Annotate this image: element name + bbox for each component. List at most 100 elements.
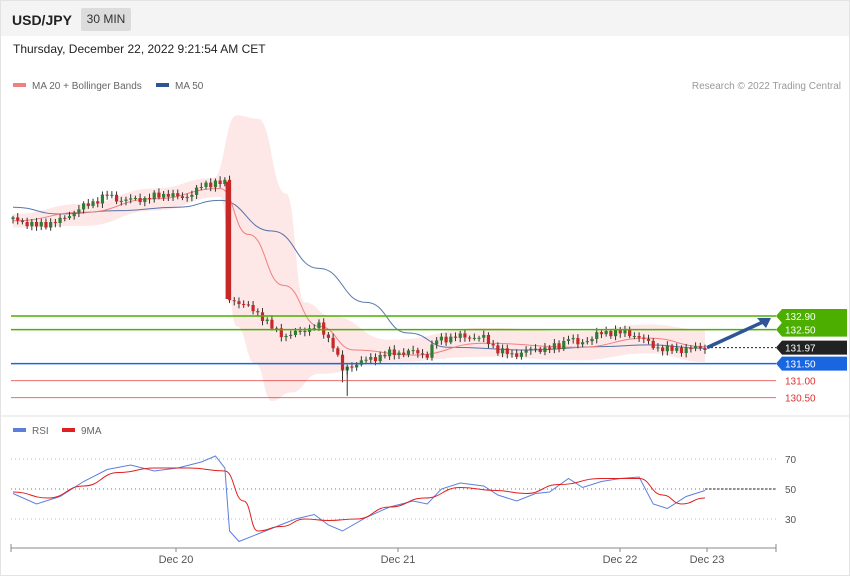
candle-body bbox=[293, 330, 298, 335]
candle-body bbox=[435, 340, 439, 345]
candle-body bbox=[439, 336, 443, 341]
ma9-swatch bbox=[62, 428, 75, 433]
candle-body bbox=[698, 346, 702, 349]
candle-body bbox=[242, 303, 246, 305]
candle-body bbox=[171, 193, 175, 197]
candle-body bbox=[110, 194, 114, 196]
candle-body bbox=[623, 329, 627, 334]
candle-body bbox=[58, 217, 62, 223]
candle-body bbox=[223, 179, 227, 185]
candle-body bbox=[246, 304, 250, 306]
candle-body bbox=[637, 336, 641, 338]
level-label-132.90: 132.90 bbox=[785, 312, 816, 323]
candle-body bbox=[515, 353, 519, 357]
level-label-132.50: 132.50 bbox=[785, 326, 816, 337]
candle-body bbox=[218, 180, 222, 185]
candle-body bbox=[397, 352, 401, 356]
candle-body bbox=[63, 217, 67, 219]
candle-body bbox=[604, 331, 608, 335]
candle-body bbox=[576, 338, 580, 345]
candle-body bbox=[176, 193, 180, 197]
level-label-131.97: 131.97 bbox=[785, 344, 816, 355]
candle-body bbox=[312, 328, 316, 330]
level-tag-132.90 bbox=[776, 309, 847, 323]
header-bar: USD/JPY 30 MIN bbox=[1, 1, 849, 36]
candle-body bbox=[114, 194, 119, 202]
rsi-swatch bbox=[13, 428, 26, 433]
candle-body bbox=[67, 216, 72, 219]
candle-body bbox=[548, 347, 552, 349]
legend-ma20: MA 20 + Bollinger Bands bbox=[13, 81, 142, 92]
rsi-level-label: 50 bbox=[785, 485, 797, 496]
candle-body bbox=[670, 345, 674, 351]
candle-body bbox=[529, 348, 533, 351]
candle-body bbox=[486, 334, 491, 345]
symbol-title: USD/JPY bbox=[12, 12, 72, 28]
candle-body bbox=[157, 192, 161, 198]
candle-body bbox=[44, 222, 48, 228]
candle-body bbox=[482, 334, 486, 338]
candle-body bbox=[420, 353, 425, 355]
candle-body bbox=[510, 353, 514, 355]
candle-body bbox=[392, 349, 396, 356]
candle-body bbox=[72, 212, 76, 217]
candle-body bbox=[284, 335, 288, 338]
candle-body bbox=[665, 345, 669, 352]
candle-body bbox=[270, 319, 274, 329]
candle-body bbox=[100, 194, 105, 204]
candle-body bbox=[430, 344, 434, 358]
x-tick-label: Dec 23 bbox=[690, 554, 725, 566]
candle-body bbox=[317, 322, 321, 329]
candle-body bbox=[331, 337, 335, 349]
candle-body bbox=[77, 209, 81, 213]
candle-body bbox=[340, 354, 345, 371]
candle-body bbox=[491, 344, 495, 346]
candle-body bbox=[213, 180, 218, 188]
candle-body bbox=[406, 350, 411, 355]
candle-body bbox=[562, 340, 566, 350]
candle-body bbox=[500, 348, 505, 354]
candle-body bbox=[618, 329, 622, 334]
x-tick-label: Dec 22 bbox=[603, 554, 638, 566]
candle-body bbox=[25, 222, 29, 227]
candle-body bbox=[519, 352, 524, 357]
timeframe-button[interactable]: 30 MIN bbox=[81, 8, 131, 31]
candle-body bbox=[458, 333, 462, 338]
legend-rsi: RSI bbox=[13, 426, 49, 437]
candle-body bbox=[275, 328, 279, 330]
level-label-130.50: 130.50 bbox=[785, 394, 816, 405]
candle-body bbox=[20, 220, 25, 223]
candle-body bbox=[289, 334, 293, 336]
candle-body bbox=[703, 348, 707, 350]
rsi-level-label: 30 bbox=[785, 515, 797, 526]
candle-body bbox=[138, 197, 142, 203]
candle-body bbox=[143, 198, 147, 203]
candle-body bbox=[91, 201, 95, 206]
candle-body bbox=[180, 196, 185, 199]
candle-body bbox=[571, 338, 575, 340]
candle-body bbox=[425, 354, 429, 358]
candle-body bbox=[496, 345, 500, 354]
candle-body bbox=[524, 350, 528, 353]
candle-body bbox=[190, 194, 194, 197]
candle-body bbox=[279, 328, 283, 338]
candle-body bbox=[472, 337, 476, 339]
candle-body bbox=[444, 336, 448, 343]
candle-body bbox=[684, 348, 688, 354]
x-tick-label: Dec 21 bbox=[381, 554, 416, 566]
legend-ma50: MA 50 bbox=[156, 81, 203, 92]
candle-body bbox=[373, 357, 378, 362]
candle-body bbox=[96, 201, 100, 204]
forecast-arrowhead bbox=[757, 318, 771, 328]
candle-body bbox=[378, 354, 382, 362]
candle-body bbox=[16, 217, 20, 221]
candle-body bbox=[86, 203, 90, 206]
rsi-level-label: 70 bbox=[785, 455, 797, 466]
rsi-9ma-line bbox=[12, 467, 706, 532]
candle-body bbox=[585, 341, 589, 343]
ma50-swatch bbox=[156, 83, 169, 88]
candle-body bbox=[463, 333, 467, 338]
ma9-label: 9MA bbox=[81, 426, 102, 437]
candle-body bbox=[82, 203, 86, 210]
